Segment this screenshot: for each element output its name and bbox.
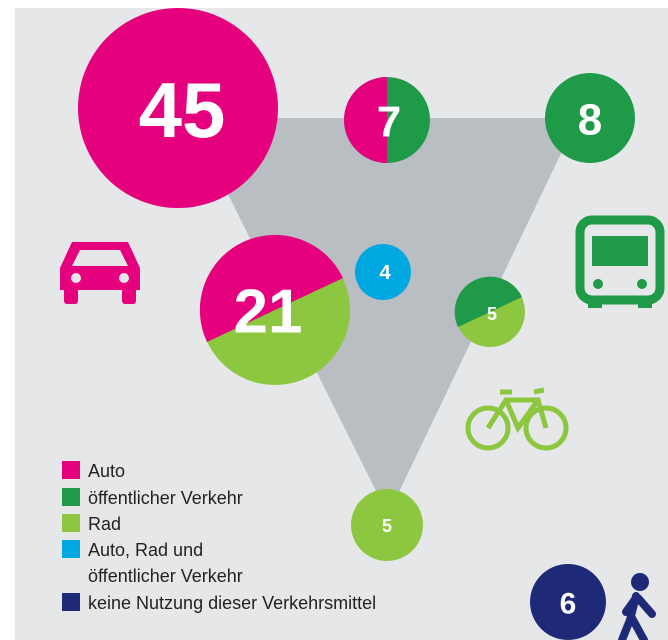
bubble [351, 489, 423, 561]
bubble-value: 21 [234, 278, 303, 347]
legend: Auto öffentlicher Verkehr Rad Auto, Rad … [62, 461, 376, 613]
legend-label: Rad [88, 514, 121, 534]
bus-icon [575, 215, 665, 308]
bubble-value: 7 [377, 98, 401, 147]
legend-swatch [62, 593, 80, 611]
car-icon [60, 242, 140, 304]
bubble-value: 5 [382, 516, 392, 536]
bubble-value: 4 [379, 262, 391, 284]
legend-swatch [62, 540, 80, 558]
legend-label: öffentlicher Verkehr [88, 488, 243, 508]
bubble-value: 8 [578, 96, 602, 145]
bubble-value: 5 [487, 304, 497, 324]
triangle [190, 118, 578, 515]
bubble [545, 73, 635, 163]
bubble-value: 6 [560, 588, 577, 621]
legend-label: öffentlicher Verkehr [88, 566, 243, 586]
bubble-segment [454, 276, 522, 327]
legend-swatch [62, 488, 80, 506]
bubble [78, 8, 278, 208]
bubble [355, 244, 411, 300]
legend-label: Auto [88, 461, 125, 481]
legend-swatch [62, 461, 80, 479]
bike-icon [465, 387, 569, 451]
bubble [530, 564, 606, 640]
walker-icon [618, 573, 656, 640]
bubble-segment [344, 77, 387, 163]
legend-label: Auto, Rad und [88, 540, 203, 560]
legend-swatch [62, 514, 80, 532]
bubble-segment [199, 234, 343, 342]
legend-label: keine Nutzung dieser Verkehrsmittel [88, 593, 376, 613]
bubble-value: 45 [139, 66, 226, 154]
